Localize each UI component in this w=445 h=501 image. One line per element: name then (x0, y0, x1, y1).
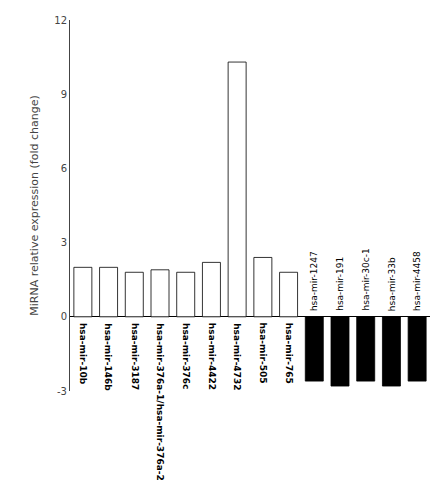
svg-text:hsa-mir-4422: hsa-mir-4422 (207, 323, 217, 390)
svg-text:hsa-mir-505: hsa-mir-505 (258, 322, 268, 383)
svg-text:9: 9 (61, 89, 67, 100)
svg-text:hsa-mir-376c: hsa-mir-376c (181, 323, 191, 389)
svg-text:hsa-mir-3187: hsa-mir-3187 (130, 323, 140, 390)
svg-text:hsa-mir-765: hsa-mir-765 (284, 323, 294, 384)
svg-text:MiRNA relative expression (fol: MiRNA relative expression (fold change) (28, 95, 41, 315)
svg-text:hsa-mir-376a-1/hsa-mir-376a-2: hsa-mir-376a-1/hsa-mir-376a-2 (155, 323, 165, 480)
svg-text:-3: -3 (57, 386, 67, 397)
svg-text:hsa-mir-30c-1: hsa-mir-30c-1 (361, 248, 371, 310)
svg-text:0: 0 (61, 311, 67, 322)
svg-text:hsa-mir-4732: hsa-mir-4732 (232, 323, 242, 390)
svg-text:hsa-mir-33b: hsa-mir-33b (387, 257, 397, 311)
svg-text:hsa-mir-191: hsa-mir-191 (335, 257, 345, 311)
svg-text:6: 6 (61, 163, 67, 174)
svg-text:hsa-mir-4458: hsa-mir-4458 (412, 251, 422, 311)
svg-text:hsa-mir-10b: hsa-mir-10b (78, 323, 88, 385)
svg-text:3: 3 (61, 237, 67, 248)
svg-text:12: 12 (54, 15, 67, 26)
svg-text:hsa-mir-146b: hsa-mir-146b (103, 323, 113, 391)
svg-text:hsa-mir-1247: hsa-mir-1247 (309, 251, 319, 311)
